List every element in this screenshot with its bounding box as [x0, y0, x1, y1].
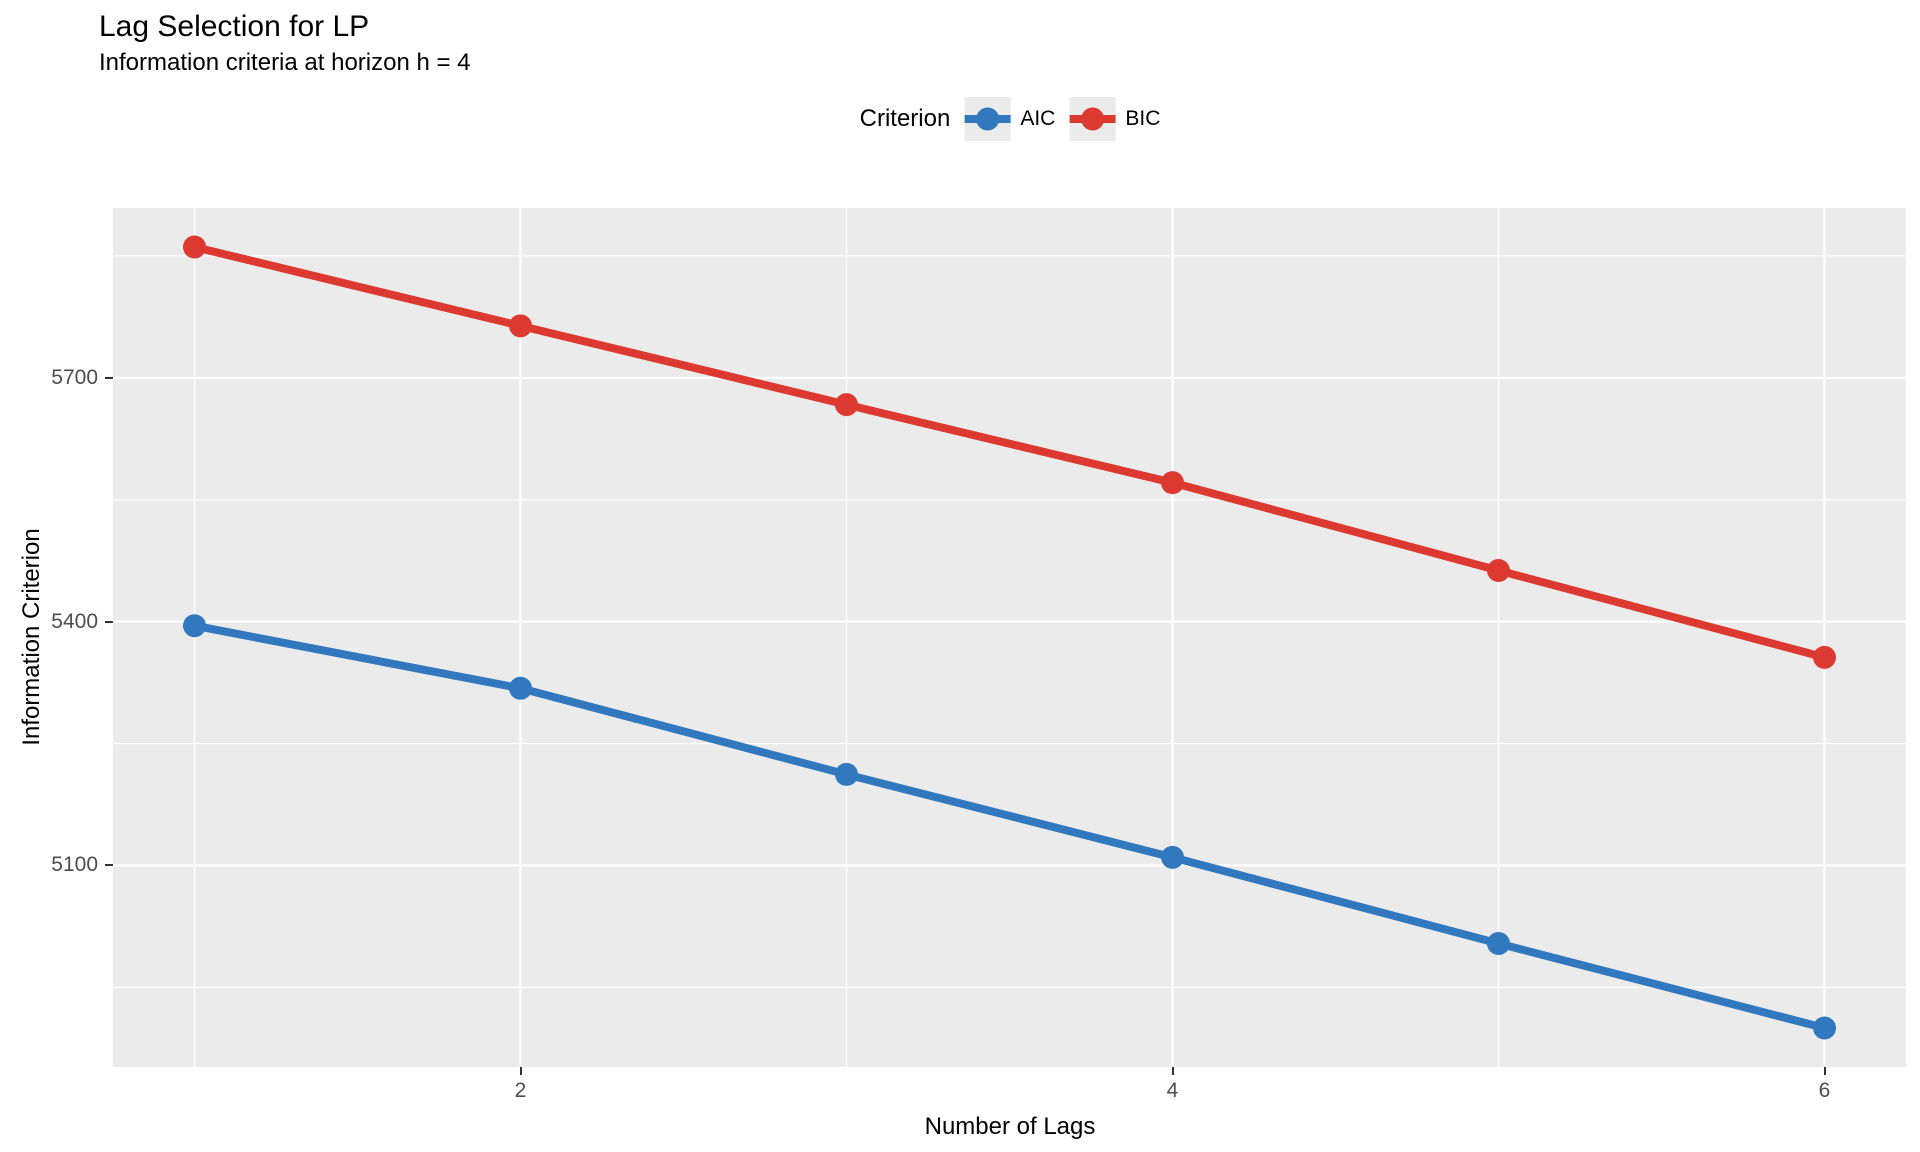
bic-point-lag-2 — [509, 314, 532, 338]
aic-point-lag-2 — [509, 676, 532, 700]
x-tick-label: 6 — [1818, 1079, 1831, 1102]
legend-title: Criterion — [859, 105, 951, 132]
bic-point-lag-3 — [835, 393, 858, 417]
chart-subtitle: Information criteria at horizon h = 4 — [99, 49, 471, 76]
legend-entry-aic: AIC — [964, 97, 1055, 141]
y-tick-mark — [105, 620, 113, 623]
bic-series-line — [193, 243, 1826, 662]
legend: Criterion AIC BIC — [859, 96, 1160, 142]
x-tick-label: 2 — [514, 1079, 527, 1102]
legend-label-bic: BIC — [1125, 107, 1161, 130]
aic-point-lag-3 — [835, 762, 858, 786]
x-tick-mark — [519, 1067, 522, 1075]
bic-point-lag-1 — [183, 235, 206, 259]
x-axis-title: Number of Lags — [924, 1113, 1096, 1140]
grid-major — [113, 208, 1906, 1067]
aic-series-line — [193, 621, 1826, 1032]
y-axis-title: Information Criterion — [18, 528, 45, 746]
grid-minor — [113, 208, 1906, 1067]
legend-key-bic — [1069, 97, 1116, 141]
y-tick-label: 5400 — [51, 609, 98, 633]
aic-point-swatch — [975, 107, 999, 131]
aic-point-lag-6 — [1813, 1016, 1836, 1040]
x-tick-label: 4 — [1166, 1079, 1179, 1102]
bic-point-lag-5 — [1487, 558, 1510, 582]
panel-svg — [113, 208, 1906, 1067]
x-tick-mark — [1171, 1067, 1174, 1075]
plot-panel — [113, 208, 1906, 1067]
bic-point-swatch — [1080, 107, 1104, 131]
bic-point-lag-4 — [1161, 471, 1184, 495]
chart-title: Lag Selection for LP — [99, 10, 370, 43]
y-tick-mark — [105, 864, 113, 867]
aic-point-lag-1 — [183, 614, 206, 638]
bic-point-lag-6 — [1813, 645, 1836, 669]
x-tick-mark — [1823, 1067, 1826, 1075]
legend-entry-bic: BIC — [1069, 97, 1160, 141]
aic-point-lag-5 — [1487, 931, 1510, 955]
legend-label-aic: AIC — [1020, 107, 1056, 130]
y-tick-mark — [105, 376, 113, 379]
y-tick-label: 5100 — [51, 853, 98, 877]
aic-point-lag-4 — [1161, 845, 1184, 869]
legend-key-aic — [964, 97, 1011, 141]
y-tick-label: 5700 — [51, 365, 98, 389]
